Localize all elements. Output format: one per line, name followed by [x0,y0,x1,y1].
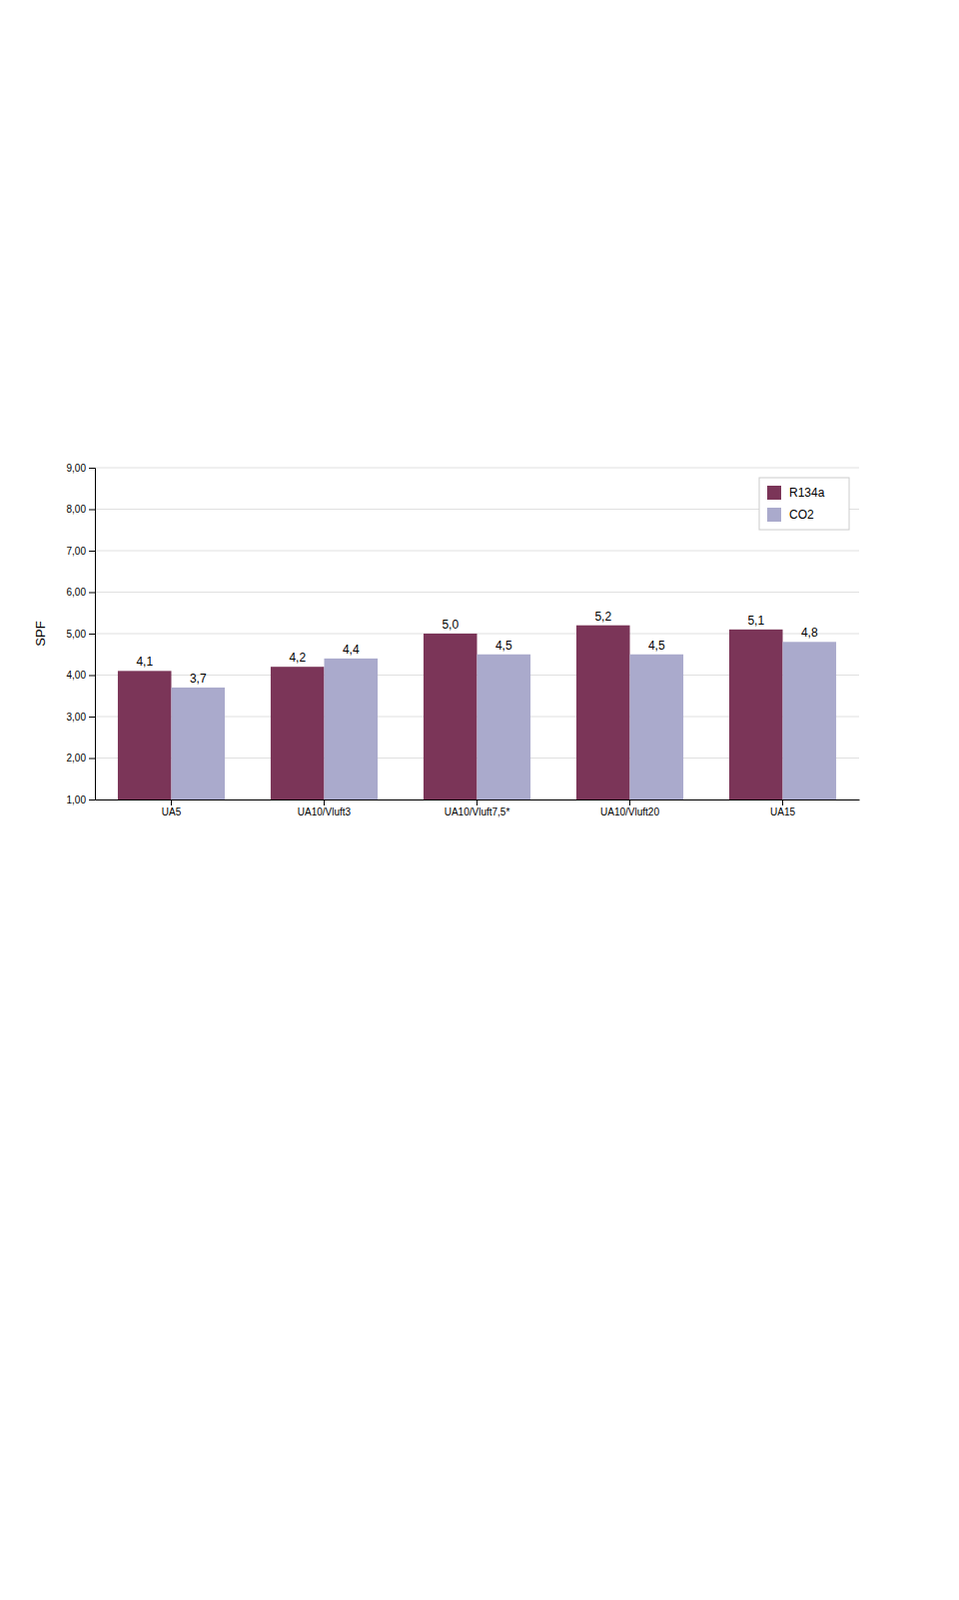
tick-label: 9,00 [66,462,87,474]
tick-label: 7,00 [66,545,87,557]
tick: 9,00 [66,462,95,474]
tick: UA10/Vluft20 [600,799,660,818]
tick: 6,00 [66,586,95,598]
tick-label: UA10/Vluft20 [600,806,660,818]
bar [324,658,379,800]
legend-swatch [767,485,782,500]
grid-line [94,591,860,593]
data-label: 4,1 [135,654,153,669]
bar [171,687,226,800]
tick-mark [88,592,95,594]
data-label: 4,4 [342,642,360,657]
legend-swatch [767,507,782,522]
tick-label: UA10/Vluft3 [297,806,352,818]
bar [477,654,532,800]
tick-label: UA15 [770,806,796,818]
tick-mark [88,758,95,760]
grid-line [94,467,860,469]
tick-mark [323,799,325,806]
bar-series [117,625,784,800]
tick: UA15 [770,799,796,818]
tick-mark [629,799,631,806]
chart: 4,1 4,2 5,0 5,2 5,1 3,7 4,4 4,5 4,5 4,8 1,00 2,00 3,… [0,0,959,1600]
data-label: 5,2 [594,609,612,624]
tick-mark [170,799,172,806]
tick-label: 1,00 [66,794,87,806]
tick: 4,00 [66,669,95,681]
legend-frame [759,477,850,530]
bar [576,625,631,800]
tick: 3,00 [66,711,95,723]
data-label: 4,8 [801,625,819,640]
tick-label: 6,00 [66,586,87,598]
tick-label: 8,00 [66,503,87,515]
data-label: 3,7 [189,671,207,686]
tick: UA5 [161,799,182,818]
tick-label: UA5 [161,806,182,818]
tick: 8,00 [66,503,95,515]
data-label: 5,1 [747,613,765,628]
plot: 4,1 4,2 5,0 5,2 5,1 3,7 4,4 4,5 4,5 4,8 1,00 2,00 3,… [32,462,861,842]
tick-mark [88,509,95,511]
tick-mark [88,550,95,552]
x-axis: UA5 UA10/Vluft3 UA10/Vluft7,5* UA10/Vluft20… [95,799,861,818]
bar-series [171,641,838,800]
tick-label: 5,00 [66,628,87,640]
bar [423,633,478,800]
tick-mark [88,675,95,677]
tick: 1,00 [66,794,95,806]
bar [270,666,325,800]
tick: UA10/Vluft3 [297,799,352,818]
legend-item: CO2 [767,507,815,522]
tick-mark [88,799,95,801]
legend: R134a CO2 [759,477,850,530]
tick-mark [88,716,95,718]
data-label: 4,5 [648,638,666,653]
tick-label: UA10/Vluft7,5* [444,806,511,818]
y-axis: 1,00 2,00 3,00 4,00 5,00 6,00 7,00 8,00 9,00 [66,462,96,806]
legend-label: CO2 [789,507,815,522]
data-labels: 4,1 4,2 5,0 5,2 5,1 3,7 4,4 4,5 4,5 4,8 [135,609,819,686]
tick: 2,00 [66,752,95,764]
data-label: 4,2 [288,650,306,665]
tick-label: 2,00 [66,752,87,764]
tick-mark [88,467,95,469]
tick-mark [782,799,784,806]
legend-label: R134a [789,485,826,500]
bar [630,654,685,800]
tick-mark [88,633,95,635]
tick-mark [476,799,478,806]
tick-label: 3,00 [66,711,87,723]
grid-line [94,550,860,552]
axis-line [88,468,96,801]
tick: 7,00 [66,545,95,557]
grid-line [94,508,860,510]
tick-label: 4,00 [66,669,87,681]
data-label: 5,0 [441,617,459,632]
tick: 5,00 [66,628,95,640]
bars [117,625,837,800]
data-label: 4,5 [495,638,513,653]
legend-item: R134a [767,485,826,500]
y-axis-title: SPF [32,620,48,646]
bar [729,629,784,800]
bar [783,641,838,800]
tick: UA10/Vluft7,5* [444,799,511,818]
bar [117,670,172,800]
